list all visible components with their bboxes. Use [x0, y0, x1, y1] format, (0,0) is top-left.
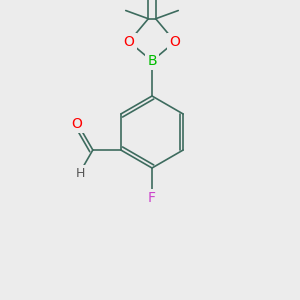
Text: O: O [71, 117, 82, 131]
Text: H: H [76, 167, 86, 180]
Text: O: O [169, 35, 180, 49]
Text: F: F [148, 191, 156, 205]
Text: O: O [124, 35, 134, 49]
Text: B: B [147, 54, 157, 68]
